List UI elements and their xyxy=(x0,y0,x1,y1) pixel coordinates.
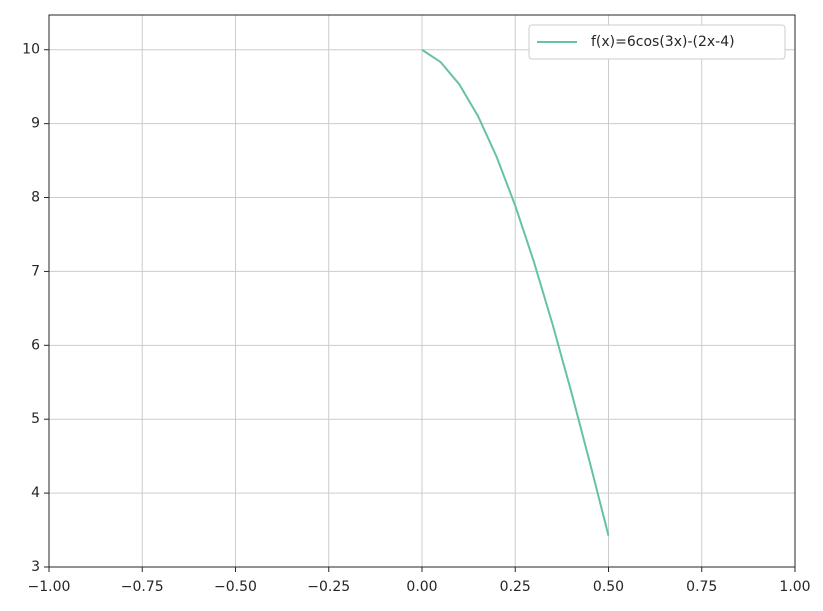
legend-label: f(x)=6cos(3x)-(2x-4) xyxy=(591,34,735,50)
y-tick-label: 10 xyxy=(22,42,40,58)
x-tick-label: −1.00 xyxy=(28,579,71,595)
x-tick-label: 0.00 xyxy=(406,579,437,595)
x-tick-label: 0.25 xyxy=(500,579,531,595)
y-tick-label: 8 xyxy=(31,190,40,206)
y-tick-label: 6 xyxy=(31,337,40,353)
x-tick-label: 0.50 xyxy=(593,579,624,595)
plot-frame xyxy=(48,14,796,568)
x-tick-label: 1.00 xyxy=(779,579,810,595)
y-tick-label: 9 xyxy=(31,116,40,132)
y-tick-label: 3 xyxy=(31,559,40,575)
x-tick-label: 0.75 xyxy=(686,579,717,595)
x-tick-label: −0.75 xyxy=(121,579,164,595)
legend-box xyxy=(528,24,786,60)
y-tick-label: 5 xyxy=(31,411,40,427)
y-tick-label: 7 xyxy=(31,263,40,279)
y-tick-label: 4 xyxy=(31,485,40,501)
x-tick-label: −0.25 xyxy=(307,579,350,595)
line xyxy=(421,48,610,536)
x-tick-label: −0.50 xyxy=(214,579,257,595)
